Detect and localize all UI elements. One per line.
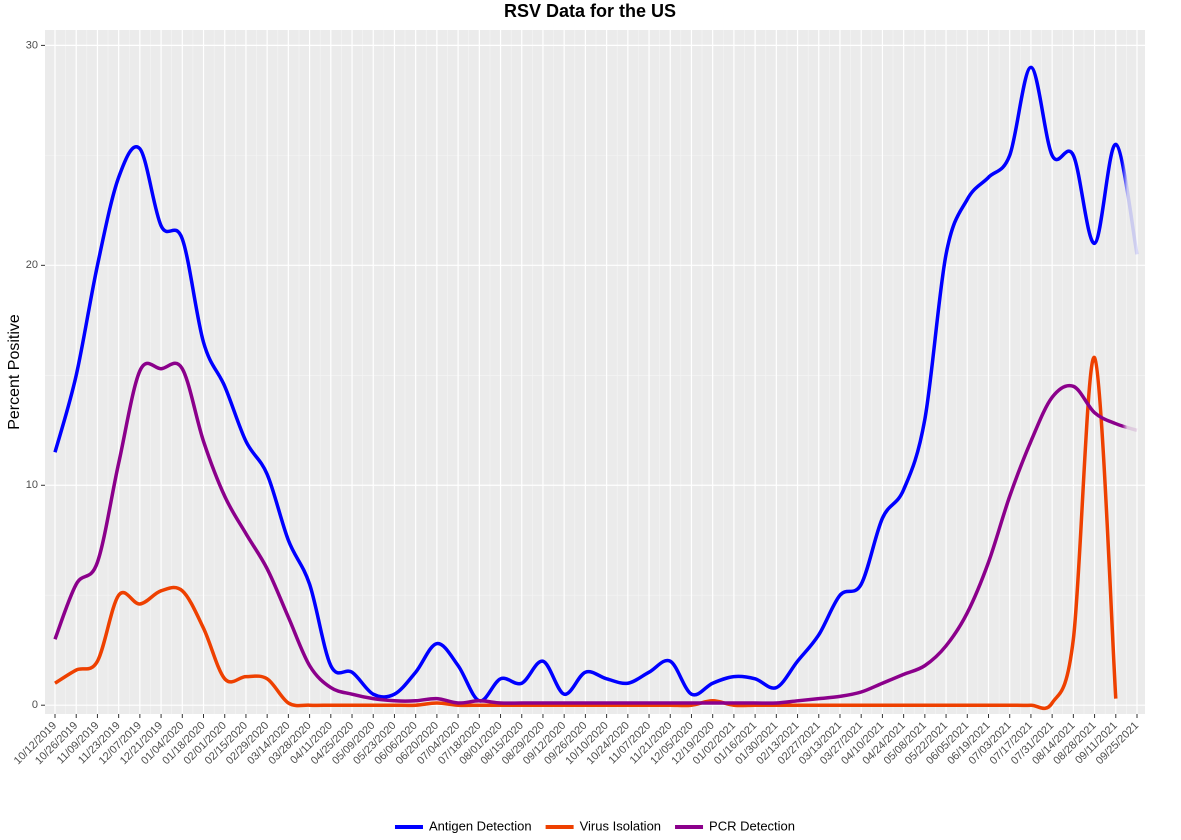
legend-label: Virus Isolation: [580, 818, 661, 833]
legend-label: PCR Detection: [709, 818, 795, 833]
legend-item: PCR Detection: [675, 818, 795, 833]
legend-item: Antigen Detection: [394, 818, 532, 833]
series-line: [53, 65, 1139, 703]
legend-label: Antigen Detection: [429, 818, 532, 833]
y-tick-label: 0: [32, 699, 38, 711]
y-tick-label: 20: [26, 259, 38, 271]
y-tick-label: 30: [26, 39, 38, 51]
legend-item: Virus Isolation: [545, 818, 661, 833]
series-line: [53, 361, 1138, 705]
chart-title: RSV Data for the US: [504, 1, 676, 21]
plot-panel: [45, 30, 1145, 714]
y-axis-label: Percent Positive: [6, 314, 23, 430]
y-tick-label: 10: [26, 479, 38, 491]
series-line: [54, 355, 1118, 711]
legend: Antigen Detection Virus Isolation PCR Dete…: [394, 818, 795, 833]
